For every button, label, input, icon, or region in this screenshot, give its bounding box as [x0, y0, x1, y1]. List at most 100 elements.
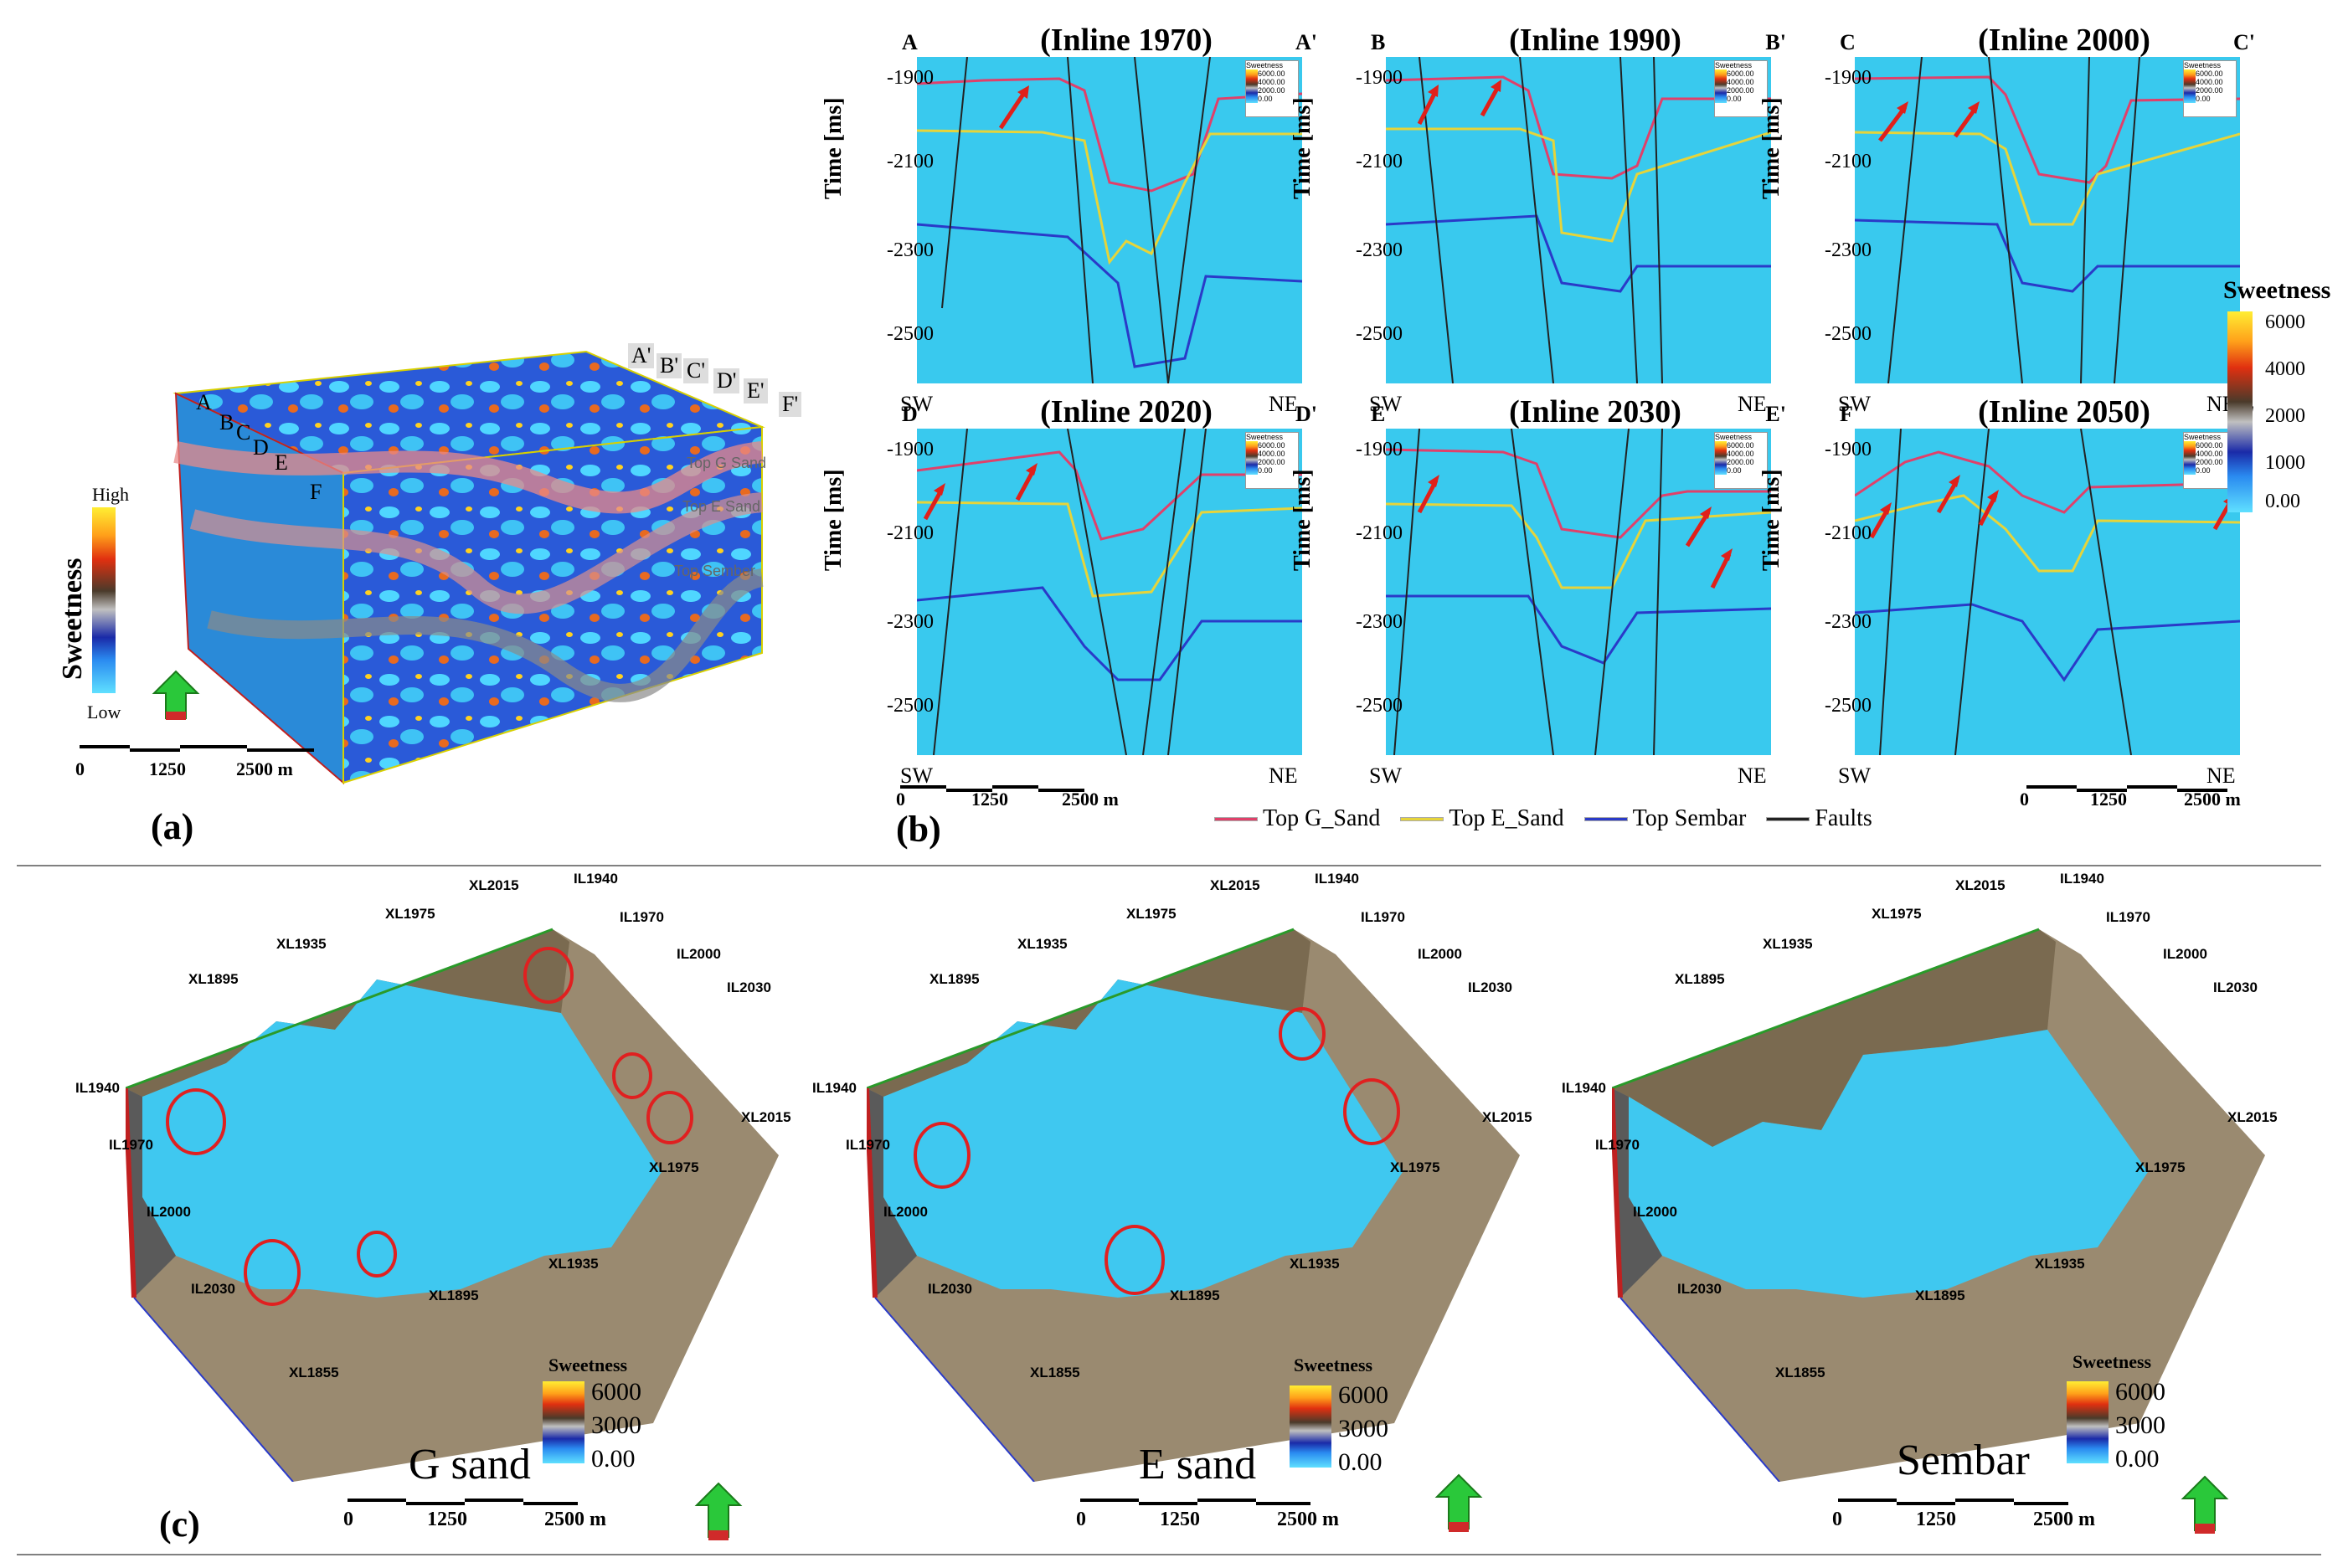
map1-il-right: IL2000	[677, 946, 721, 962]
map2-xl-bottom: XL1855	[1030, 1365, 1080, 1380]
inline-panel-5: (Inline 2030) E E' Sweetness 6000.00 400…	[1290, 394, 1821, 788]
map2-cbar-tick: 0.00	[1338, 1448, 1383, 1476]
panel-c-label: (c)	[159, 1504, 200, 1545]
colorbar-b-tick: 0.00	[2265, 491, 2300, 512]
y-tick: -2100	[887, 151, 934, 172]
y-tick: -1900	[887, 439, 934, 460]
colorbar-b-title: Sweetness	[2223, 276, 2331, 304]
map1-xl-top: XL1975	[385, 906, 435, 922]
map3-xl-top: XL1975	[1872, 906, 1922, 922]
mini-legend-val: 2000.00	[1727, 458, 1754, 466]
scale-a-2500: 2500 m	[236, 758, 293, 779]
section-start: A	[902, 30, 918, 54]
colorbar-a	[92, 507, 116, 693]
dir-ne: NE	[1738, 392, 1767, 416]
horizon-legend: Top G_Sand Top E_Sand Top Sembar Faults	[1214, 805, 1872, 832]
y-tick: -1900	[887, 67, 934, 89]
map1-xl-bottom: XL2015	[741, 1109, 791, 1125]
colorbar-b-tick: 4000	[2265, 358, 2305, 380]
scale-bar-c1	[348, 1499, 578, 1507]
map1-il-left: IL2000	[147, 1204, 191, 1220]
dir-ne: NE	[1269, 392, 1298, 416]
inline-panel-3: (Inline 2000) C C' Sweetness 6000.00 400…	[1758, 23, 2290, 416]
section-letter-c-prime: C'	[683, 358, 709, 383]
y-tick: -2500	[1356, 695, 1403, 717]
mini-legend-val: 6000.00	[2196, 69, 2223, 78]
mini-legend: Sweetness 6000.00 4000.00 2000.00 0.00	[1245, 60, 1299, 117]
map1-xl-bottom: XL1935	[548, 1256, 599, 1272]
map2-xl-top: XL1975	[1126, 906, 1177, 922]
section-start: C	[1840, 30, 1856, 54]
y-axis-label: Time [ms]	[821, 97, 847, 199]
map2-xl-bottom: XL1895	[1170, 1288, 1220, 1303]
map2-xl-bottom: XL1935	[1290, 1256, 1340, 1272]
scale-bar-c2	[1080, 1499, 1310, 1507]
map1-xl-bottom: XL1895	[429, 1288, 479, 1303]
section-letter-f-prime: F'	[779, 392, 802, 417]
horizon-lines	[1386, 57, 1771, 383]
mini-legend-title: Sweetness	[1715, 433, 1753, 441]
mini-legend-title: Sweetness	[1246, 433, 1284, 441]
map1-il-right: IL2030	[727, 979, 771, 995]
divider-bottom	[17, 1554, 2321, 1555]
inline-panel-6: (Inline 2050) F F' Sweetness 6000.00 400…	[1758, 394, 2290, 788]
scale-c1-0: 0	[343, 1509, 353, 1530]
y-axis-label: Time [ms]	[821, 469, 847, 571]
map2-colorbar	[1290, 1385, 1331, 1468]
map2-il-right: IL1940	[1315, 871, 1359, 887]
mini-legend-val: 2000.00	[1258, 458, 1285, 466]
map3-colorbar	[2067, 1381, 2109, 1463]
map3-xl-bottom: XL1895	[1915, 1288, 1965, 1303]
horizon-lines	[1855, 57, 2240, 383]
map3-xl-top: XL1935	[1763, 936, 1813, 952]
map3-cbar-tick: 0.00	[2115, 1445, 2160, 1473]
y-tick: -1900	[1356, 439, 1403, 460]
map1-il-left: IL2030	[191, 1281, 235, 1297]
y-tick: -2100	[1825, 522, 1872, 544]
map2-xl-top: XL1895	[929, 971, 980, 987]
map2-cbar-tick: 6000	[1338, 1381, 1388, 1409]
map3-colorbar-title: Sweetness	[2073, 1351, 2152, 1372]
dir-sw: SW	[1838, 763, 1871, 788]
horizon-lines	[917, 57, 1302, 383]
y-axis-label: Time [ms]	[1290, 469, 1316, 571]
map3-il-left: IL1940	[1562, 1080, 1606, 1096]
mini-legend-val: 2000.00	[1258, 86, 1285, 95]
mini-legend-val: 0.00	[2196, 466, 2211, 475]
scale-a-1250: 1250	[149, 758, 186, 779]
y-tick: -2100	[1356, 151, 1403, 172]
y-axis-label: Time [ms]	[1758, 469, 1784, 571]
mini-legend: Sweetness 6000.00 4000.00 2000.00 0.00	[1245, 432, 1299, 489]
map2-xl-bottom: XL1975	[1390, 1159, 1440, 1175]
seismic-section: Sweetness 6000.00 4000.00 2000.00 0.00	[917, 57, 1302, 383]
section-letter-b: B	[219, 410, 234, 434]
mini-legend-val: 2000.00	[2196, 86, 2223, 95]
scale-a-0: 0	[75, 758, 85, 779]
legend-item-g: Top G_Sand	[1214, 805, 1380, 832]
horizon-label-sembar: Top Sember	[674, 563, 756, 579]
dir-ne: NE	[1269, 763, 1298, 788]
map3-xl-bottom: XL2015	[2227, 1109, 2278, 1125]
seismic-section: Sweetness 6000.00 4000.00 2000.00 0.00	[1855, 57, 2240, 383]
section-end: C'	[2233, 30, 2255, 54]
scale-c1-2500: 2500 m	[544, 1509, 606, 1530]
dir-sw: SW	[1838, 392, 1871, 416]
map3-xl-bottom: XL1855	[1775, 1365, 1825, 1380]
map1-cbar-tick: 3000	[591, 1411, 641, 1439]
section-start: E	[1371, 402, 1386, 426]
horizon-lines	[1386, 429, 1771, 755]
y-tick: -2500	[887, 323, 934, 345]
section-letter-f: F	[310, 480, 322, 504]
seismic-cube-3d	[172, 350, 765, 785]
map1-colorbar-title: Sweetness	[548, 1355, 628, 1375]
scale-c2-2500: 2500 m	[1277, 1509, 1339, 1530]
legend-label: Top G_Sand	[1263, 805, 1381, 831]
mini-legend: Sweetness 6000.00 4000.00 2000.00 0.00	[1714, 432, 1768, 489]
map1-xl-top: XL1895	[188, 971, 239, 987]
mini-legend-val: 0.00	[1258, 466, 1273, 475]
map2-il-right: IL2000	[1418, 946, 1462, 962]
map2-xl-bottom: XL2015	[1482, 1109, 1532, 1125]
map3-il-right: IL2030	[2213, 979, 2258, 995]
legend-label: Top E_Sand	[1449, 805, 1564, 831]
dir-sw: SW	[900, 763, 933, 788]
